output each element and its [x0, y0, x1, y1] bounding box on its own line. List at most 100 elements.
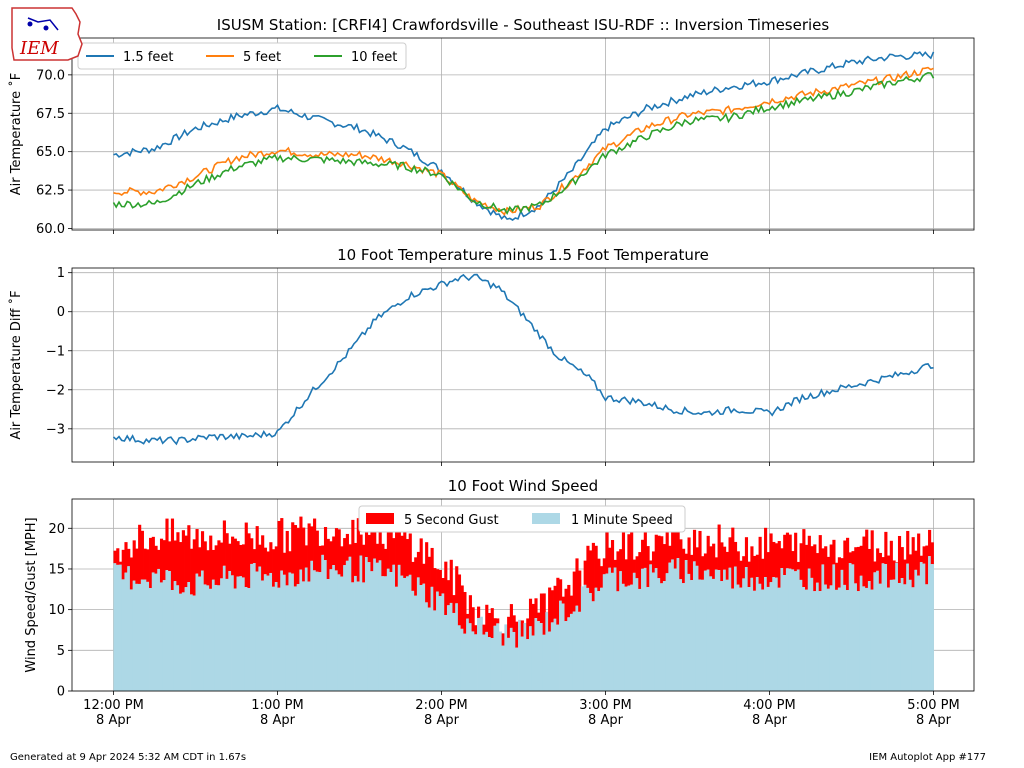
speed-bar: [870, 589, 874, 691]
panel-3: 10 Foot Wind Speed 0 5 10 15 20 Wind Speed/Gus…: [24, 477, 975, 728]
gust-bar: [564, 588, 568, 622]
x-tick-label-date: 8 Apr: [752, 713, 788, 728]
speed-bar: [660, 583, 664, 691]
speed-bar: [848, 563, 852, 691]
gust-bar: [433, 568, 437, 611]
speed-bar: [550, 622, 554, 691]
speed-bar: [329, 569, 333, 691]
speed-bar: [638, 588, 642, 691]
gust-bar: [654, 534, 658, 569]
speed-bar: [129, 589, 134, 691]
gust-bar: [600, 566, 604, 588]
speed-bar: [455, 603, 459, 691]
axes-frame: [71, 267, 975, 463]
gust-bar: [425, 542, 429, 603]
x-tick-label-date: 8 Apr: [424, 713, 460, 728]
gust-bar: [509, 604, 513, 628]
speed-bar: [304, 567, 308, 691]
legend-label: 5 Second Gust: [404, 513, 499, 528]
speed-bar: [362, 582, 366, 691]
speed-bar: [911, 587, 915, 691]
speed-bar: [485, 631, 489, 691]
speed-bar: [714, 569, 718, 691]
gust-bar: [195, 529, 199, 574]
speed-bar: [731, 588, 735, 691]
speed-bar: [157, 568, 161, 691]
speed-bar: [255, 571, 259, 691]
gust-bar: [862, 536, 866, 587]
speed-bar: [493, 625, 497, 691]
gust-bar: [583, 560, 587, 585]
gust-bar: [815, 553, 820, 583]
gust-bar: [537, 612, 541, 622]
gust-bar: [190, 548, 194, 595]
y-tick-label: −3: [46, 422, 65, 437]
speed-bar: [616, 591, 620, 691]
speed-bar: [698, 579, 702, 691]
gust-bar: [807, 535, 811, 569]
speed-bar: [630, 584, 634, 691]
gust-bar: [550, 590, 554, 623]
gust-bar: [846, 537, 850, 591]
gust-bar: [692, 529, 697, 562]
speed-bar: [496, 623, 500, 691]
gust-bar: [293, 525, 298, 587]
speed-bar: [840, 569, 844, 691]
speed-bar: [198, 576, 202, 691]
gust-bar: [840, 558, 844, 570]
x-tick-label-date: 8 Apr: [588, 713, 624, 728]
gust-bar: [799, 543, 803, 580]
gust-bar: [446, 580, 451, 606]
gust-bar: [774, 543, 779, 578]
gust-bar: [673, 523, 677, 569]
gust-bar: [132, 540, 136, 581]
gust-bar: [723, 546, 727, 570]
speed-bar: [799, 579, 803, 691]
speed-bar: [318, 572, 322, 691]
gust-bar: [856, 546, 861, 592]
speed-bar: [414, 595, 418, 691]
speed-bar: [610, 572, 615, 691]
axes-frame: [71, 37, 975, 231]
speed-bar: [422, 583, 426, 691]
speed-bar: [753, 590, 757, 691]
gust-bar: [343, 538, 347, 566]
speed-bar: [764, 576, 768, 691]
gust-bar: [318, 545, 322, 573]
legend: 5 Second Gust 1 Minute Speed: [358, 505, 686, 533]
speed-bar: [334, 570, 339, 691]
speed-bar: [375, 562, 380, 691]
speed-bar: [228, 570, 232, 691]
speed-bar: [815, 582, 820, 691]
speed-bar: [755, 577, 759, 691]
gust-bar: [791, 551, 795, 570]
speed-bar: [706, 569, 710, 691]
speed-bar: [807, 568, 811, 691]
speed-bar: [919, 562, 923, 691]
gust-bar: [444, 561, 448, 615]
speed-bar: [449, 602, 453, 691]
gust-bar: [386, 530, 390, 569]
speed-bar: [884, 564, 888, 691]
speed-bar: [862, 586, 866, 691]
gust-bar: [154, 545, 158, 574]
speed-bar: [701, 579, 705, 691]
gust-bar: [323, 527, 328, 561]
gust-bar: [873, 561, 877, 573]
gust-bar: [676, 531, 680, 559]
gust-bar: [422, 563, 426, 584]
gust-bar: [605, 526, 609, 574]
gust-bar: [884, 531, 888, 565]
panel-title: 10 Foot Temperature minus 1.5 Foot Tempe…: [337, 246, 709, 264]
gust-bar: [671, 525, 675, 560]
speed-bar: [791, 569, 795, 691]
speed-bar: [690, 580, 694, 691]
speed-bar: [351, 582, 355, 691]
speed-bar: [187, 582, 191, 691]
gust-bar: [272, 549, 276, 587]
speed-bar: [591, 601, 595, 691]
gust-bar: [610, 540, 615, 573]
gust-bar: [651, 551, 656, 573]
speed-bar: [643, 567, 647, 691]
speed-bar: [247, 587, 251, 691]
